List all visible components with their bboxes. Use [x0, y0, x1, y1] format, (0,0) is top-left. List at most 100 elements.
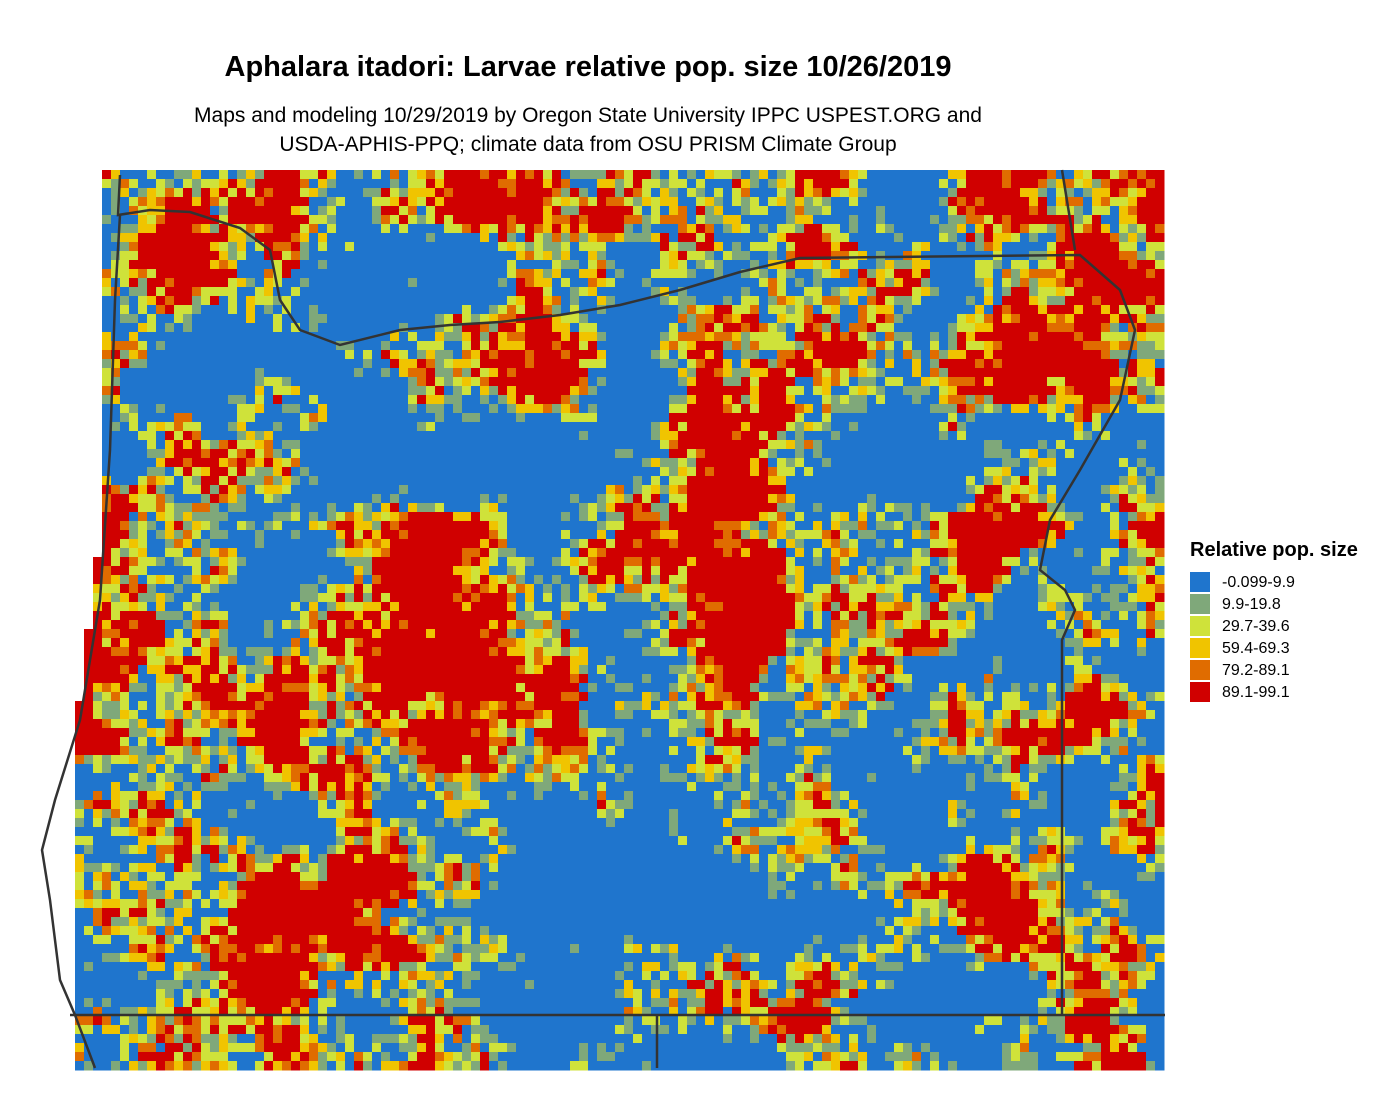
raster-cell — [561, 494, 571, 504]
raster-cell — [1083, 458, 1093, 468]
raster-cell — [579, 521, 589, 531]
raster-cell — [129, 224, 139, 234]
raster-cell — [1128, 188, 1138, 198]
raster-cell — [1074, 512, 1084, 522]
raster-cell — [741, 512, 751, 522]
raster-cell — [327, 188, 337, 198]
raster-cell — [966, 413, 976, 423]
raster-cell — [408, 242, 418, 252]
raster-cell — [678, 341, 688, 351]
raster-cell — [471, 341, 481, 351]
raster-cell — [372, 485, 382, 495]
raster-cell — [696, 512, 706, 522]
raster-cell — [1110, 395, 1120, 405]
raster-cell — [255, 512, 265, 522]
raster-cell — [516, 467, 526, 477]
raster-cell — [597, 305, 607, 315]
raster-cell — [1083, 170, 1093, 180]
raster-cell — [354, 449, 364, 459]
raster-cell — [255, 377, 265, 387]
raster-cell — [282, 233, 292, 243]
raster-cell — [714, 530, 724, 540]
raster-cell — [1119, 341, 1129, 351]
raster-cell — [120, 530, 130, 540]
raster-cell — [669, 440, 679, 450]
raster-cell — [867, 188, 877, 198]
raster-cell — [1101, 296, 1111, 306]
raster-cell — [795, 386, 805, 396]
raster-cell — [336, 521, 346, 531]
raster-cell — [813, 314, 823, 324]
raster-cell — [102, 296, 112, 306]
raster-cell — [543, 251, 553, 261]
raster-cell — [768, 251, 778, 261]
raster-cell — [489, 485, 499, 495]
raster-cell — [1083, 233, 1093, 243]
raster-cell — [291, 215, 301, 225]
raster-cell — [543, 413, 553, 423]
raster-cell — [714, 341, 724, 351]
raster-cell — [399, 323, 409, 333]
raster-cell — [318, 323, 328, 333]
raster-cell — [966, 341, 976, 351]
raster-cell — [579, 224, 589, 234]
raster-cell — [1110, 521, 1120, 531]
raster-cell — [939, 296, 949, 306]
raster-cell — [759, 431, 769, 441]
raster-cell — [444, 305, 454, 315]
raster-cell — [408, 296, 418, 306]
raster-cell — [804, 449, 814, 459]
raster-cell — [588, 467, 598, 477]
raster-cell — [453, 530, 463, 540]
raster-cell — [903, 494, 913, 504]
raster-cell — [579, 188, 589, 198]
raster-cell — [237, 368, 247, 378]
raster-cell — [1083, 539, 1093, 549]
raster-cell — [840, 386, 850, 396]
raster-cell — [930, 197, 940, 207]
raster-cell — [975, 467, 985, 477]
raster-cell — [624, 305, 634, 315]
raster-cell — [984, 440, 994, 450]
raster-cell — [390, 521, 400, 531]
raster-cell — [1047, 242, 1057, 252]
raster-cell — [291, 188, 301, 198]
raster-cell — [1119, 287, 1129, 297]
raster-cell — [417, 242, 427, 252]
raster-cell — [705, 350, 715, 360]
raster-cell — [1047, 476, 1057, 486]
raster-cell — [579, 278, 589, 288]
raster-cell — [372, 215, 382, 225]
raster-cell — [129, 188, 139, 198]
raster-cell — [615, 188, 625, 198]
raster-cell — [408, 368, 418, 378]
raster-cell — [237, 377, 247, 387]
raster-cell — [606, 404, 616, 414]
raster-cell — [1083, 521, 1093, 531]
raster-cell — [354, 170, 364, 180]
raster-cell — [696, 170, 706, 180]
raster-cell — [651, 215, 661, 225]
raster-cell — [1137, 476, 1147, 486]
raster-cell — [255, 341, 265, 351]
raster-cell — [1137, 314, 1147, 324]
raster-cell — [1047, 467, 1057, 477]
raster-cell — [921, 440, 931, 450]
raster-cell — [255, 260, 265, 270]
raster-cell — [435, 224, 445, 234]
raster-cell — [831, 269, 841, 279]
raster-cell — [858, 224, 868, 234]
raster-cell — [687, 206, 697, 216]
raster-cell — [660, 314, 670, 324]
raster-cell — [435, 332, 445, 342]
raster-cell — [678, 368, 688, 378]
raster-cell — [201, 368, 211, 378]
raster-cell — [660, 287, 670, 297]
raster-cell — [957, 512, 967, 522]
raster-cell — [156, 458, 166, 468]
raster-cell — [597, 521, 607, 531]
raster-cell — [1029, 206, 1039, 216]
raster-cell — [327, 314, 337, 324]
raster-cell — [516, 503, 526, 513]
raster-cell — [750, 179, 760, 189]
